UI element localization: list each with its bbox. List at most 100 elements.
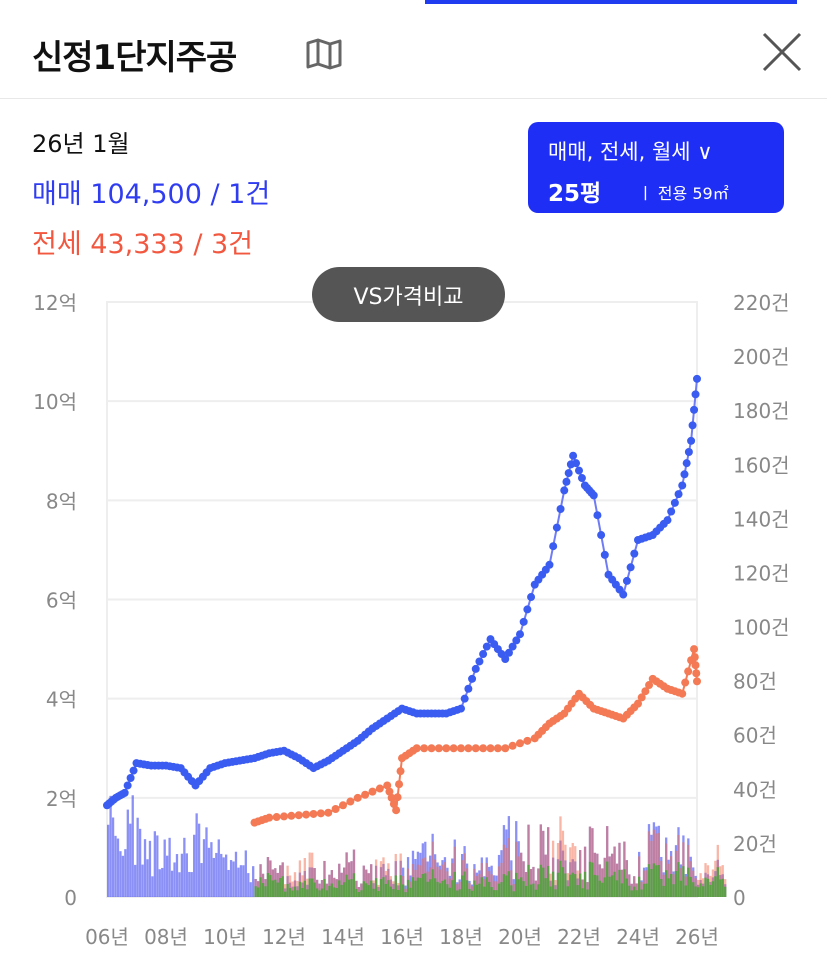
data-point-매매 (552, 523, 561, 532)
data-point-전세 (645, 681, 654, 690)
data-point-매매 (475, 657, 484, 666)
volume-bar-전세 (532, 866, 535, 897)
volume-bar-월세 (527, 864, 530, 897)
volume-bar-월세 (529, 884, 533, 897)
volume-bar-전세 (517, 856, 520, 897)
data-point-매매 (523, 605, 532, 614)
volume-bar-전세 (522, 861, 525, 897)
data-point-전세 (385, 787, 394, 796)
right-tick-label: 220건 (733, 291, 790, 315)
x-tick-label: 26년 (675, 925, 719, 949)
volume-bar-전세 (288, 875, 292, 897)
vs-compare-button[interactable]: VS가격비교 (312, 267, 505, 322)
volume-bar-월세 (569, 874, 572, 897)
volume-bar-월세 (517, 879, 520, 897)
data-point-전세 (692, 669, 701, 678)
data-point-매매 (564, 469, 573, 478)
data-point-매매 (670, 498, 679, 507)
volume-bar-전세 (551, 840, 555, 897)
filter-button[interactable]: 매매, 전세, 월세 ∨ 25평 ㅣ 전용 59㎡ (528, 122, 784, 213)
volume-bar-월세 (682, 866, 685, 897)
volume-bar-매매 (183, 837, 186, 897)
data-point-매매 (468, 674, 477, 683)
volume-bar-월세 (397, 890, 400, 897)
volume-bar-월세 (374, 878, 378, 897)
volume-bar-월세 (711, 881, 715, 897)
volume-bar-월세 (601, 882, 604, 897)
volume-bar-월세 (293, 886, 297, 897)
data-point-전세 (383, 781, 392, 790)
data-point-매매 (691, 390, 700, 399)
data-point-매매 (674, 490, 683, 499)
volume-bar-매매 (202, 839, 206, 897)
volume-bar-월세 (362, 881, 365, 897)
volume-bar-매매 (153, 831, 157, 897)
data-point-매매 (577, 474, 586, 483)
data-point-전세 (434, 744, 443, 753)
volume-bar-전세 (542, 830, 545, 897)
volume-bar-월세 (709, 884, 712, 897)
volume-bar-매매 (109, 795, 112, 897)
data-point-매매 (693, 374, 701, 383)
x-tick-label: 16년 (380, 925, 424, 949)
data-point-매매 (501, 655, 510, 663)
close-icon[interactable] (760, 30, 804, 74)
volume-bar-월세 (500, 882, 503, 897)
volume-bar-월세 (266, 873, 270, 897)
volume-bar-전세 (495, 881, 498, 897)
right-tick-label: 180건 (733, 399, 790, 423)
volume-bar-전세 (515, 841, 518, 897)
volume-bar-월세 (549, 886, 552, 897)
volume-bar-월세 (716, 867, 719, 897)
volume-bar-월세 (303, 880, 306, 897)
data-point-전세 (637, 693, 646, 702)
volume-bar-전세 (571, 842, 574, 897)
volume-bar-매매 (161, 867, 164, 897)
data-point-매매 (120, 788, 129, 797)
volume-bar-월세 (402, 884, 405, 897)
data-point-전세 (449, 744, 458, 753)
x-tick-label: 20년 (498, 925, 542, 949)
volume-bar-전세 (588, 826, 592, 897)
volume-bar-월세 (613, 871, 616, 897)
volume-bar-월세 (340, 884, 343, 897)
volume-bar-매매 (138, 828, 142, 897)
volume-bar-월세 (694, 886, 697, 897)
data-point-전세 (479, 744, 488, 753)
volume-bar-월세 (453, 871, 456, 897)
data-point-전세 (427, 744, 436, 753)
volume-bar-전세 (524, 872, 528, 897)
data-point-전세 (387, 793, 396, 802)
volume-bar-매매 (119, 851, 122, 897)
volume-bar-월세 (505, 875, 508, 897)
volume-bar-전세 (549, 873, 552, 897)
volume-bar-월세 (490, 887, 493, 897)
volume-bar-월세 (409, 887, 412, 897)
right-tick-label: 60건 (733, 724, 777, 748)
volume-bar-월세 (357, 892, 361, 897)
data-point-매매 (569, 451, 578, 460)
volume-bar-월세 (355, 888, 358, 897)
volume-bar-월세 (254, 886, 257, 897)
volume-bar-매매 (234, 851, 238, 897)
volume-bar-월세 (610, 875, 614, 897)
filter-size: 25평 (548, 181, 602, 207)
map-icon[interactable] (305, 38, 343, 70)
volume-bar-월세 (625, 878, 629, 897)
volume-bar-월세 (579, 873, 582, 897)
volume-bar-매매 (168, 837, 171, 897)
data-point-전세 (353, 793, 362, 802)
data-point-매매 (460, 694, 469, 703)
right-tick-label: 120건 (733, 561, 790, 585)
volume-bar-전세 (303, 857, 306, 897)
data-point-매매 (600, 550, 609, 559)
volume-bar-월세 (515, 872, 518, 897)
volume-bar-월세 (473, 880, 476, 897)
data-point-매매 (482, 642, 491, 651)
volume-bar-월세 (414, 880, 417, 897)
volume-bar-전세 (566, 873, 570, 897)
volume-bar-매매 (146, 859, 149, 897)
volume-bar-월세 (492, 890, 496, 897)
volume-bar-월세 (561, 867, 565, 897)
volume-bar-전세 (559, 816, 562, 897)
